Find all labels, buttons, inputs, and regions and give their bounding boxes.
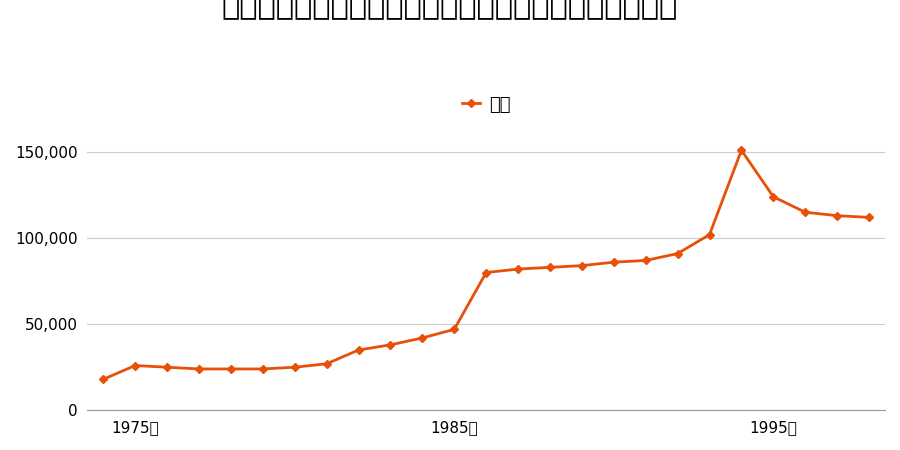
価格 xyxy=(640,258,651,263)
価格 xyxy=(736,148,747,153)
価格 xyxy=(130,363,140,368)
価格 xyxy=(608,260,619,265)
価格 xyxy=(321,361,332,366)
価格 xyxy=(449,327,460,332)
Line: 価格: 価格 xyxy=(101,148,872,382)
価格 xyxy=(544,265,555,270)
価格 xyxy=(513,266,524,272)
価格 xyxy=(257,366,268,372)
価格 xyxy=(704,232,715,237)
価格 xyxy=(672,251,683,256)
価格 xyxy=(385,342,396,347)
価格 xyxy=(194,366,204,372)
価格 xyxy=(768,194,778,199)
Text: 奈良県磯城郡三宅村大字石見字鳥井６０７番の地価推移: 奈良県磯城郡三宅村大字石見字鳥井６０７番の地価推移 xyxy=(222,0,678,20)
価格 xyxy=(864,215,875,220)
価格 xyxy=(832,213,842,218)
価格 xyxy=(800,210,811,215)
価格 xyxy=(98,377,109,382)
価格 xyxy=(289,364,300,370)
価格 xyxy=(353,347,364,353)
価格 xyxy=(417,335,428,341)
Legend: 価格: 価格 xyxy=(454,89,518,121)
価格 xyxy=(577,263,588,268)
価格 xyxy=(481,270,491,275)
価格 xyxy=(162,364,173,370)
価格 xyxy=(226,366,237,372)
